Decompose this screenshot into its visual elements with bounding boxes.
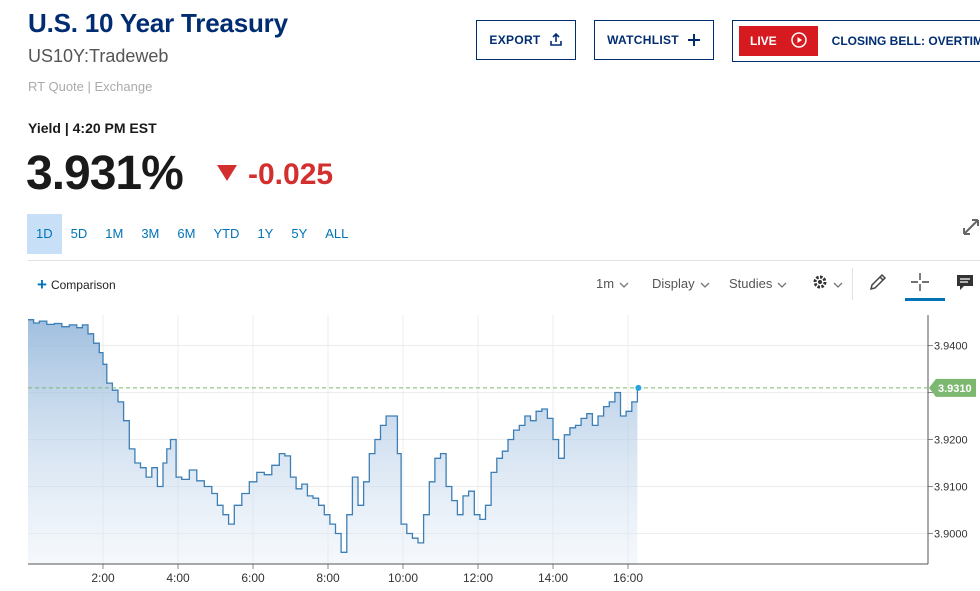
page-title: U.S. 10 Year Treasury [28, 8, 288, 38]
chevron-down-icon [700, 276, 710, 291]
yield-timestamp: Yield | 4:20 PM EST [28, 120, 157, 136]
range-5d[interactable]: 5D [70, 226, 88, 241]
down-arrow-icon [216, 164, 238, 187]
y-tick-label: 3.9100 [934, 481, 968, 493]
divider [28, 260, 980, 261]
draw-tool-icon[interactable] [868, 272, 888, 297]
x-tick-label: 12:00 [463, 571, 493, 585]
share-icon [549, 33, 563, 47]
gear-icon [812, 274, 828, 293]
play-icon [790, 31, 807, 51]
last-price: 3.931% [26, 147, 184, 200]
plus-icon: + [37, 275, 47, 294]
range-1m[interactable]: 1M [105, 226, 124, 241]
live-show-title: CLOSING BELL: OVERTIME [831, 34, 980, 48]
symbol-label: US10Y:Tradeweb [28, 46, 169, 66]
watchlist-button[interactable]: WATCHLIST [594, 20, 714, 60]
price-change: -0.025 [248, 158, 334, 191]
interval-label: 1m [596, 276, 615, 291]
range-1d[interactable]: 1D [27, 214, 62, 254]
plus-icon [687, 33, 701, 47]
series-area [28, 319, 638, 564]
chevron-down-icon [619, 276, 629, 291]
x-tick-label: 6:00 [241, 571, 265, 585]
range-5y[interactable]: 5Y [291, 226, 308, 241]
live-badge[interactable]: LIVE [739, 26, 818, 56]
live-banner[interactable]: LIVE CLOSING BELL: OVERTIME [732, 20, 980, 62]
chevron-down-icon [833, 276, 843, 291]
x-tick-label: 14:00 [538, 571, 568, 585]
notes-icon[interactable] [955, 272, 975, 297]
last-value-label: 3.9310 [938, 383, 972, 395]
y-tick-label: 3.9300 [934, 388, 968, 400]
studies-dropdown[interactable]: Studies [729, 276, 787, 291]
quote-source: RT Quote | Exchange [28, 79, 153, 94]
y-tick-label: 3.9000 [934, 528, 968, 540]
settings-dropdown[interactable] [812, 274, 843, 293]
interval-dropdown[interactable]: 1m [596, 276, 629, 291]
active-tool-indicator [905, 298, 945, 301]
range-3m[interactable]: 3M [141, 226, 160, 241]
range-6m[interactable]: 6M [177, 226, 196, 241]
live-badge-label: LIVE [749, 34, 777, 48]
crosshair-icon[interactable] [910, 272, 930, 297]
chevron-down-icon [777, 276, 787, 291]
comparison-button[interactable]: + Comparison [37, 275, 116, 294]
last-point-marker [635, 384, 642, 391]
export-button[interactable]: EXPORT [476, 20, 576, 60]
y-tick-label: 3.9400 [934, 341, 968, 353]
expand-icon[interactable] [960, 216, 980, 243]
x-tick-label: 16:00 [613, 571, 643, 585]
x-tick-label: 4:00 [166, 571, 190, 585]
last-value-tag: 3.9310 [929, 378, 976, 397]
comparison-label: Comparison [50, 278, 116, 292]
range-1y[interactable]: 1Y [257, 226, 274, 241]
range-ytd[interactable]: YTD [213, 226, 240, 241]
studies-label: Studies [729, 276, 773, 291]
display-dropdown[interactable]: Display [652, 276, 710, 291]
toolbar-divider [852, 268, 853, 300]
x-tick-label: 2:00 [91, 571, 115, 585]
range-all[interactable]: ALL [325, 226, 349, 241]
display-label: Display [652, 276, 695, 291]
series-line [28, 319, 639, 553]
last-value-badge [929, 378, 976, 397]
x-tick-label: 8:00 [316, 571, 340, 585]
export-label: EXPORT [489, 33, 541, 47]
range-selector: 1D 5D 1M 3M 6M YTD 1Y 5Y ALL [27, 214, 357, 254]
y-tick-label: 3.9200 [934, 435, 968, 447]
x-tick-label: 10:00 [388, 571, 418, 585]
watchlist-label: WATCHLIST [607, 33, 679, 47]
